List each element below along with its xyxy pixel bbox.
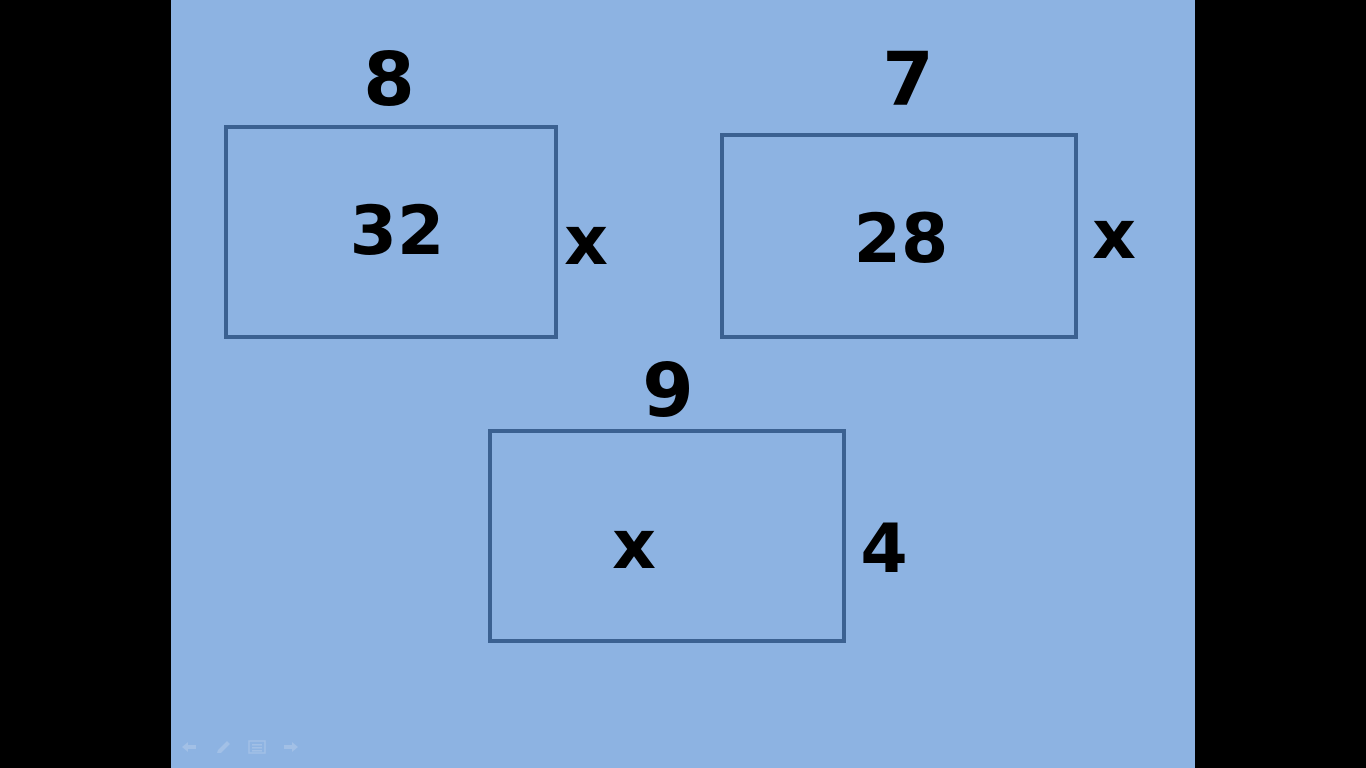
problem-2-top-label: 7 (882, 37, 934, 123)
problem-1-rectangle (224, 125, 558, 339)
problem-2-side-label: x (1092, 196, 1136, 275)
slideshow-toolbar (179, 738, 301, 756)
slide-menu-button[interactable] (247, 739, 267, 755)
letterbox-left (0, 0, 171, 768)
problem-1-center-label: 32 (349, 192, 445, 271)
next-arrow-icon (284, 742, 298, 752)
problem-1-top-label: 8 (363, 37, 415, 123)
letterbox-right (1195, 0, 1366, 768)
previous-slide-button[interactable] (179, 739, 199, 755)
pen-button[interactable] (213, 739, 233, 755)
problem-3-top-label: 9 (642, 348, 694, 434)
problem-3-side-label: 4 (860, 510, 908, 589)
problem-3-center-label: x (612, 506, 656, 585)
problem-3-rectangle (488, 429, 846, 643)
problem-2-center-label: 28 (853, 200, 949, 279)
slide[interactable]: 8 32 x 7 28 x 9 x 4 (171, 0, 1195, 768)
menu-icon (248, 740, 266, 754)
previous-arrow-icon (182, 742, 196, 752)
pen-icon (217, 741, 230, 753)
problem-2-rectangle (720, 133, 1078, 339)
problem-1-side-label: x (564, 202, 608, 281)
next-slide-button[interactable] (281, 739, 301, 755)
